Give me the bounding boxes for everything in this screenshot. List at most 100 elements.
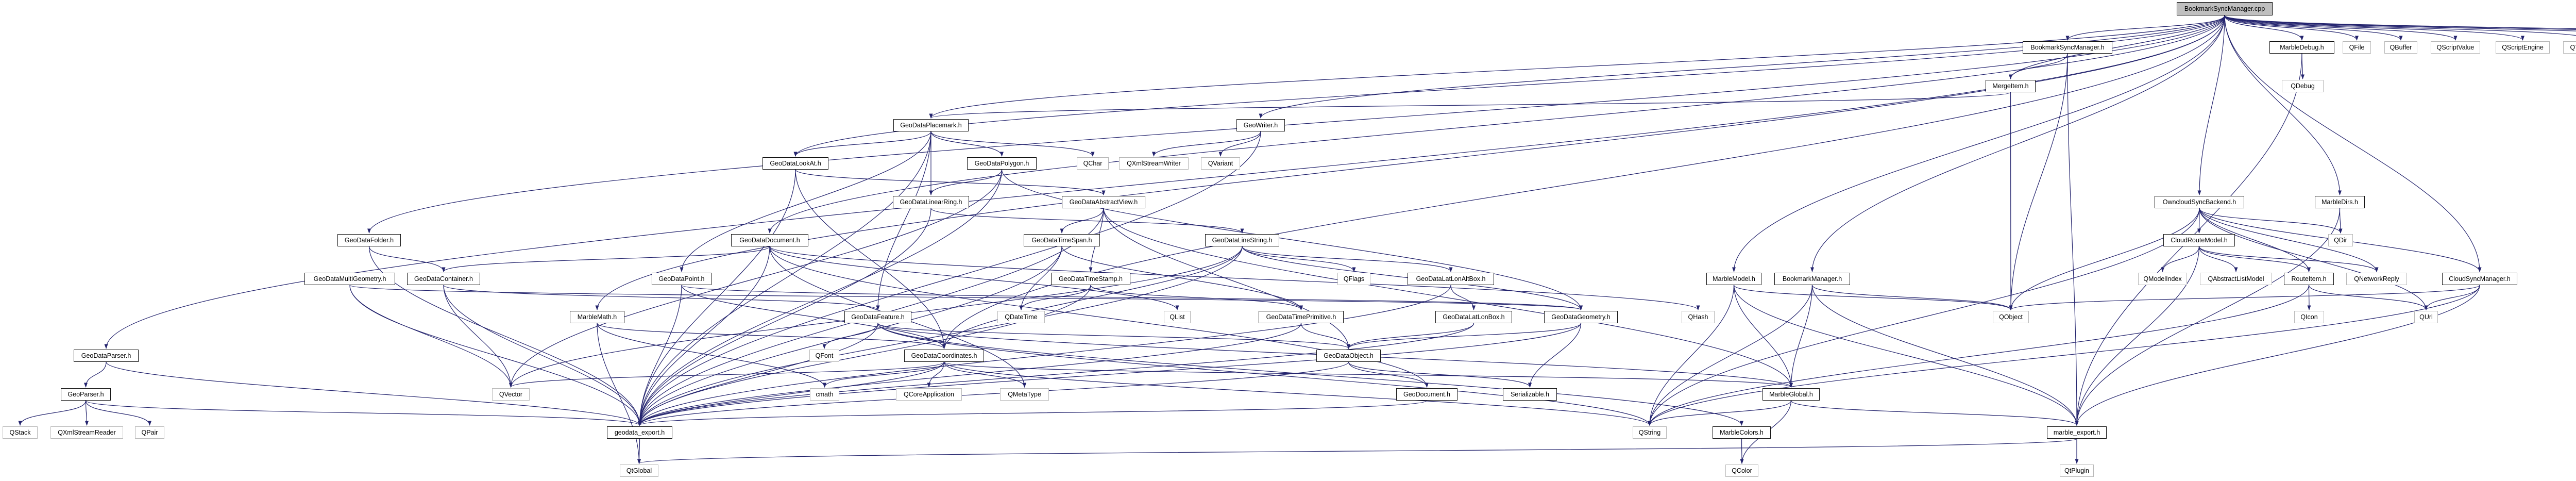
graph-node-qscriptvalue: QScriptValue <box>2431 41 2480 54</box>
graph-node-geodata-export-h[interactable]: geodata_export.h <box>607 426 672 439</box>
graph-node-mergeitem-h[interactable]: MergeItem.h <box>1986 80 2036 92</box>
graph-node-qxmlstreamwriter: QXmlStreamWriter <box>1119 157 1189 170</box>
graph-edge <box>1789 285 1813 388</box>
graph-node-geodatadocument-h[interactable]: GeoDataDocument.h <box>731 234 808 246</box>
graph-node-marblecolors-h[interactable]: MarbleColors.h <box>1713 426 1771 439</box>
graph-edge <box>349 285 641 426</box>
graph-edge <box>1019 246 1062 310</box>
graph-edge <box>2161 246 2200 272</box>
graph-edge <box>2065 15 2225 41</box>
graph-node-qobject: QObject <box>1993 311 2029 323</box>
graph-node-marble-export-h[interactable]: marble_export.h <box>2047 426 2107 439</box>
graph-edge <box>367 15 2225 234</box>
graph-node-marbledebug-h[interactable]: MarbleDebug.h <box>2269 41 2334 54</box>
graph-edge <box>597 323 641 464</box>
graph-edge <box>1103 208 1350 349</box>
graph-edge <box>638 323 878 426</box>
graph-node-geodataparser-h[interactable]: GeoDataParser.h <box>74 350 139 362</box>
graph-edge <box>1450 285 1476 310</box>
graph-node-geodatalinearring-h[interactable]: GeoDataLinearRing.h <box>893 196 969 208</box>
graph-node-geodataobject-h[interactable]: GeoDataObject.h <box>1316 350 1381 362</box>
graph-edge <box>877 323 1743 426</box>
graph-node-geodatatimeprimitive-h[interactable]: GeoDataTimePrimitive.h <box>1259 311 1344 323</box>
graph-node-qstring: QString <box>1633 426 1667 439</box>
graph-node-geodatalookat-h[interactable]: GeoDataLookAt.h <box>762 157 828 170</box>
graph-edge <box>1259 15 2225 119</box>
graph-edge <box>638 323 1302 426</box>
graph-node-geodatapolygon-h[interactable]: GeoDataPolygon.h <box>967 157 1037 170</box>
graph-edge <box>2224 15 2342 195</box>
graph-node-qicon: QIcon <box>2294 311 2324 323</box>
graph-node-qscriptengine: QScriptEngine <box>2496 41 2550 54</box>
graph-edge <box>2224 15 2403 41</box>
graph-node-bookmarksyncmanager-h[interactable]: BookmarkSyncManager.h <box>2023 41 2112 54</box>
graph-edge <box>1152 131 1261 157</box>
graph-edge <box>2075 285 2480 426</box>
graph-node-marblemath-h[interactable]: MarbleMath.h <box>570 311 624 323</box>
graph-edge <box>1218 131 1261 157</box>
graph-edge <box>1811 285 2079 426</box>
graph-edge <box>349 285 513 388</box>
graph-node-cmath: cmath <box>810 388 839 401</box>
graph-edge <box>84 400 89 426</box>
graph-edge <box>2224 15 2576 31</box>
graph-edge <box>2224 15 2576 30</box>
graph-edge <box>443 285 880 310</box>
graph-edge <box>1090 285 1303 310</box>
graph-node-geoparser-h[interactable]: GeoParser.h <box>61 388 111 401</box>
graph-node-geodatacoordinates-h[interactable]: GeoDataCoordinates.h <box>904 350 984 362</box>
graph-node-marblemodel-h[interactable]: MarbleModel.h <box>1706 273 1761 285</box>
graph-node-geodocument-h[interactable]: GeoDocument.h <box>1396 388 1458 401</box>
graph-node-geodatafeature-h[interactable]: GeoDataFeature.h <box>844 311 911 323</box>
graph-node-routeitem-h[interactable]: RouteItem.h <box>2284 273 2334 285</box>
graph-node-qcoreapplication: QCoreApplication <box>896 388 962 401</box>
graph-edge <box>877 323 1350 349</box>
graph-node-cloudroutemodel-h[interactable]: CloudRouteModel.h <box>2163 234 2235 246</box>
graph-node-geodatamultigeometry-h[interactable]: GeoDataMultiGeometry.h <box>304 273 395 285</box>
graph-edge <box>876 131 931 310</box>
graph-node-geodatatimestamp-h[interactable]: GeoDataTimeStamp.h <box>1051 273 1130 285</box>
graph-node-geodatalinestring-h[interactable]: GeoDataLineString.h <box>1205 234 1279 246</box>
graph-node-qvector: QVector <box>492 388 530 401</box>
graph-edge <box>637 438 2077 464</box>
graph-node-qlist: QList <box>1164 311 1191 323</box>
graph-node-geodataplacemark-h[interactable]: GeoDataPlacemark.h <box>893 119 969 131</box>
graph-edge <box>2009 208 2200 310</box>
graph-edge <box>368 246 446 272</box>
graph-node-geodatapoint-h[interactable]: GeoDataPoint.h <box>652 273 711 285</box>
graph-node-owncloudsyncbackend-h[interactable]: OwncloudSyncBackend.h <box>2155 196 2244 208</box>
graph-node-qhash: QHash <box>1682 311 1715 323</box>
graph-node-serializable-h[interactable]: Serializable.h <box>1503 388 1557 401</box>
graph-node-geodatalatlonaltbox-h[interactable]: GeoDataLatLonAltBox.h <box>1408 273 1494 285</box>
graph-node-cloudsyncmanager-h[interactable]: CloudSyncManager.h <box>2442 273 2517 285</box>
graph-node-geodatalatlonbox-h[interactable]: GeoDataLatLonBox.h <box>1435 311 1512 323</box>
graph-node-geodatageometry-h[interactable]: GeoDataGeometry.h <box>1544 311 1618 323</box>
graph-node-geodatatimespan-h[interactable]: GeoDataTimeSpan.h <box>1024 234 1100 246</box>
graph-edge <box>638 246 770 426</box>
graph-edge <box>1348 361 1532 388</box>
graph-edge <box>2224 15 2359 41</box>
graph-node-qflags: QFlags <box>1337 273 1370 285</box>
graph-node-geodatafolder-h[interactable]: GeoDataFolder.h <box>337 234 401 246</box>
graph-edge <box>942 15 2225 349</box>
graph-edge <box>2067 53 2079 426</box>
graph-edge <box>349 285 1583 310</box>
graph-node-qtemporaryfile: QTemporaryFile <box>2563 41 2576 54</box>
graph-node-geowriter-h[interactable]: GeoWriter.h <box>1236 119 1285 131</box>
graph-node-geodatacontainer-h[interactable]: GeoDataContainer.h <box>407 273 480 285</box>
graph-edge <box>1300 323 1350 349</box>
graph-edge <box>1001 169 1583 310</box>
graph-node-geodataabstractview-h[interactable]: GeoDataAbstractView.h <box>1062 196 1145 208</box>
graph-edge <box>1811 285 2013 310</box>
graph-edge <box>1648 285 2480 426</box>
graph-node-qchar: QChar <box>1077 157 1109 170</box>
graph-node-marbleglobal-h[interactable]: MarbleGlobal.h <box>1762 388 1820 401</box>
graph-edge <box>442 246 770 272</box>
graph-node-bookmarkmanager-h[interactable]: BookmarkManager.h <box>1774 273 1850 285</box>
graph-node-marbledirs-h[interactable]: MarbleDirs.h <box>2315 196 2365 208</box>
graph-edge <box>2198 246 2311 272</box>
graph-edge <box>2009 53 2068 310</box>
graph-edge <box>2009 53 2068 79</box>
graph-node-qfile: QFile <box>2343 41 2371 54</box>
graph-edge <box>942 246 1243 349</box>
